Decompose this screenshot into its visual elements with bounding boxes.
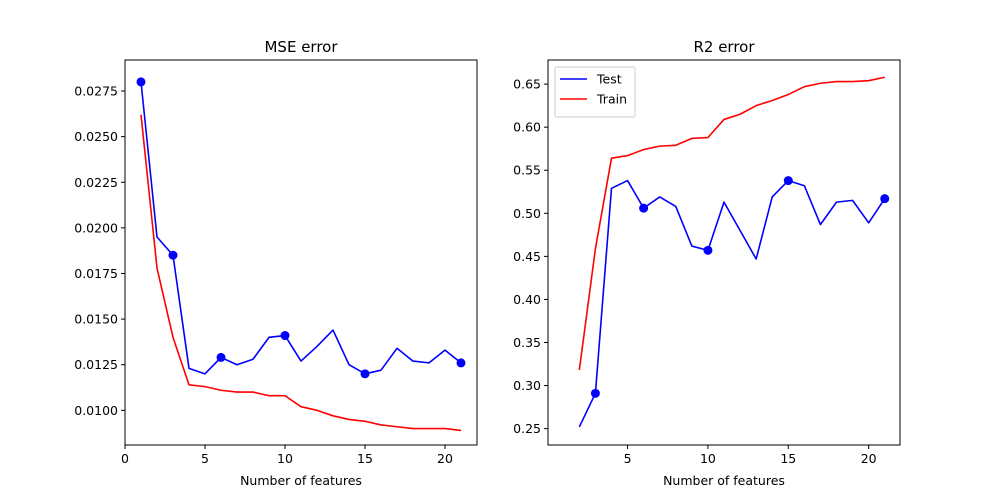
r2-train-line bbox=[578, 76, 885, 371]
r2-chart-panel: R2 error 5 10 15 20 0.25 0.30 0.35 0.40 0.45 0.50 0… bbox=[513, 38, 901, 488]
mse-x-axis-label: Number of features bbox=[240, 473, 362, 488]
mse-series-0-marker bbox=[168, 250, 178, 260]
mse-y-tick-label: 0.0275 bbox=[74, 84, 118, 99]
r2-y-tick-label: 0.45 bbox=[513, 249, 541, 264]
mse-x-tick-label: 20 bbox=[437, 451, 453, 466]
r2-test-marker bbox=[703, 245, 713, 255]
mse-series-0-marker bbox=[216, 352, 226, 362]
r2-y-tick-label: 0.50 bbox=[513, 206, 541, 221]
legend-test-label: Test bbox=[596, 72, 622, 87]
r2-x-tick-label: 5 bbox=[624, 451, 632, 466]
mse-series-0-marker bbox=[280, 331, 290, 341]
mse-x-tick-label: 15 bbox=[357, 451, 373, 466]
mse-y-tick-label: 0.0250 bbox=[74, 129, 118, 144]
r2-chart-title: R2 error bbox=[693, 38, 755, 56]
r2-x-tick-label: 20 bbox=[861, 451, 877, 466]
mse-series-0-marker bbox=[456, 358, 466, 368]
r2-y-tick-label: 0.30 bbox=[513, 378, 541, 393]
mse-x-tick-label: 5 bbox=[201, 451, 209, 466]
r2-x-tick-label: 10 bbox=[700, 451, 716, 466]
mse-y-tick-label: 0.0175 bbox=[74, 266, 118, 281]
mse-series-1-line bbox=[140, 114, 462, 432]
r2-test-marker bbox=[590, 388, 600, 398]
r2-y-tick-label: 0.60 bbox=[513, 120, 541, 135]
r2-legend: Test Train bbox=[554, 66, 636, 118]
r2-y-tick-label: 0.35 bbox=[513, 335, 541, 350]
r2-test-marker bbox=[783, 176, 793, 186]
r2-y-tick-label: 0.55 bbox=[513, 163, 541, 178]
r2-axes-frame bbox=[547, 59, 901, 446]
r2-y-tick-label: 0.40 bbox=[513, 292, 541, 307]
legend-train-label: Train bbox=[596, 92, 627, 107]
mse-x-tick-label: 10 bbox=[277, 451, 293, 466]
mse-axes-frame bbox=[124, 59, 478, 446]
mse-y-tick-label: 0.0100 bbox=[74, 403, 118, 418]
r2-test-marker bbox=[639, 203, 649, 213]
r2-y-tick-label: 0.65 bbox=[513, 77, 541, 92]
mse-series-0-marker bbox=[360, 369, 370, 379]
r2-test-line bbox=[578, 179, 886, 428]
mse-y-tick-label: 0.0200 bbox=[74, 220, 118, 235]
r2-test-marker bbox=[880, 194, 890, 204]
mse-y-tick-label: 0.0225 bbox=[74, 175, 118, 190]
mse-chart-panel: MSE error 0 5 10 15 20 0.0100 0.0125 0.0150 0.017… bbox=[74, 38, 478, 488]
mse-y-tick-label: 0.0125 bbox=[74, 357, 118, 372]
mse-series-0-line bbox=[140, 81, 462, 375]
mse-x-tick-label: 0 bbox=[121, 451, 129, 466]
r2-y-tick-label: 0.25 bbox=[513, 421, 541, 436]
r2-x-tick-label: 15 bbox=[780, 451, 796, 466]
r2-x-axis-label: Number of features bbox=[663, 473, 785, 488]
mse-y-tick-label: 0.0150 bbox=[74, 312, 118, 327]
mse-series-0-marker bbox=[136, 77, 146, 87]
mse-chart-title: MSE error bbox=[264, 38, 338, 56]
